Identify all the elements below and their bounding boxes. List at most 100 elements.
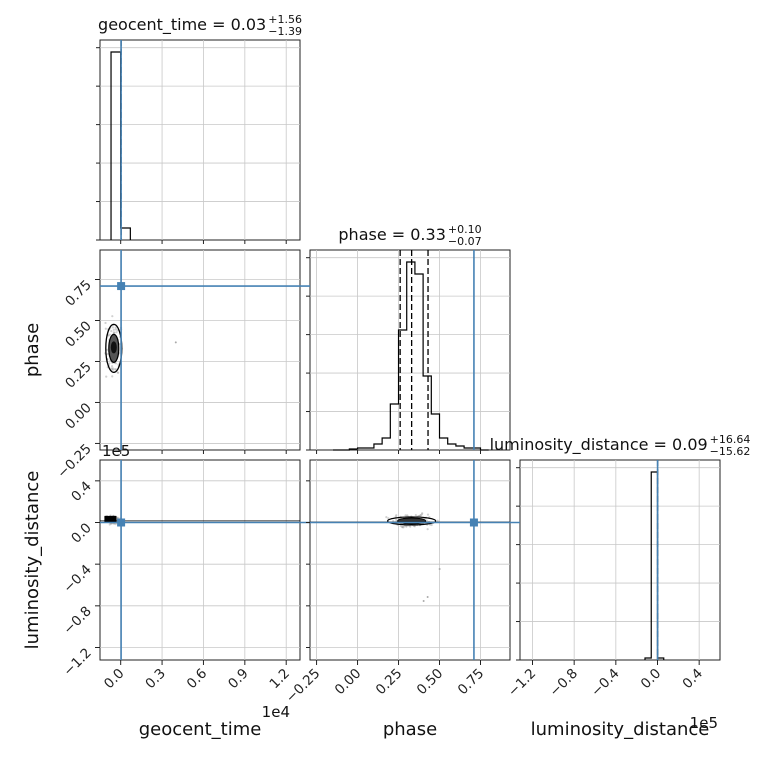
sample-point [117, 516, 120, 519]
sample-point [117, 371, 120, 374]
sample-point [107, 334, 110, 337]
sample-point [108, 523, 111, 526]
sample-point [111, 375, 114, 378]
sample-point [111, 326, 114, 329]
sample-point [422, 599, 425, 602]
sample-point [419, 514, 422, 517]
hist-panel-geocent_time [99, 39, 301, 241]
sample-point [395, 514, 398, 517]
xaxis-label-phase: phase [383, 719, 437, 740]
sample-point [114, 328, 118, 331]
hist-title-luminosity_distance: luminosity_distance = 0.09 +16.64−15.62 [490, 433, 751, 458]
ytick-label-luminosity_distance: 0.4 [68, 478, 95, 505]
sample-point [104, 321, 107, 325]
panel2d-geocent_time-luminosity_distance [99, 459, 301, 661]
xtick-label-luminosity_distance: 0.4 [679, 666, 706, 693]
sample-point [413, 525, 416, 528]
title-param-value: = 0.33 [387, 225, 446, 244]
xtick-label-phase: 0.50 [414, 666, 447, 699]
xtick-label-luminosity_distance: −0.4 [588, 666, 622, 700]
sample-point [404, 514, 407, 517]
ytick-label-luminosity_distance: −0.4 [60, 562, 94, 596]
sample-point [430, 523, 433, 527]
sample-point [438, 567, 441, 570]
ytick-label-phase: 0.25 [62, 359, 95, 392]
sample-point [419, 514, 422, 517]
sample-point [111, 367, 115, 370]
sample-point [115, 331, 118, 334]
yaxis-label-phase: phase [22, 323, 43, 377]
sample-point [436, 519, 439, 522]
hist-title-geocent_time: geocent_time = 0.03 +1.56−1.39 [98, 13, 302, 38]
sample-point [421, 512, 424, 515]
panel2d-geocent_time-phase [99, 249, 301, 451]
ytick-label-luminosity_distance: −0.8 [60, 603, 94, 637]
hist-title-text-geocent_time: geocent_time = 0.03 [98, 15, 266, 35]
sample-point [111, 315, 114, 318]
title-param-name: phase [338, 225, 386, 244]
xtick-label-phase: −0.25 [283, 666, 324, 707]
ytick-label-phase: −0.25 [54, 441, 95, 482]
sample-point [106, 352, 110, 356]
sample-point [114, 362, 118, 365]
sample-point [392, 519, 395, 523]
hist-step-luminosity_distance [644, 471, 665, 660]
xtick-label-geocent_time: 0.0 [101, 666, 128, 693]
sample-point [402, 526, 405, 529]
sample-point [387, 517, 390, 520]
truth-marker-0 [117, 282, 126, 291]
sample-point [394, 515, 397, 518]
sample-point [426, 528, 429, 531]
ytick-label-luminosity_distance: 0.0 [68, 520, 95, 547]
xtick-label-geocent_time: 0.6 [184, 666, 211, 693]
sample-point [105, 375, 108, 378]
xtick-label-phase: 0.00 [332, 666, 365, 699]
sample-point [112, 368, 115, 371]
xtick-label-luminosity_distance: −1.2 [505, 666, 539, 700]
sample-point [425, 519, 428, 522]
xaxis-label-luminosity_distance: luminosity_distance [531, 719, 710, 740]
sample-point [403, 525, 406, 528]
xtick-label-geocent_time: 0.9 [225, 666, 252, 693]
sample-point [385, 516, 388, 519]
title-param-value: = 0.03 [207, 15, 266, 34]
title-plus-err-geocent_time: +1.56 [268, 13, 302, 26]
yaxis-label-luminosity_distance: luminosity_distance [22, 471, 43, 650]
xaxis-offset-geocent_time: 1e4 [262, 703, 290, 721]
sample-point [420, 513, 424, 516]
yaxis-offset-luminosity_distance: 1e5 [102, 442, 130, 460]
sample-point [112, 331, 115, 334]
sample-point [110, 329, 113, 333]
contour-outer [387, 516, 437, 526]
ytick-label-luminosity_distance: −1.2 [60, 645, 94, 679]
xtick-label-phase: 0.75 [455, 666, 488, 699]
sample-point [426, 595, 429, 598]
sample-point [405, 525, 408, 528]
hist-step-phase [332, 261, 489, 451]
sample-point [110, 365, 114, 368]
xtick-label-phase: 0.25 [373, 666, 406, 699]
panel2d-content-0 [104, 315, 177, 378]
xaxis-label-geocent_time: geocent_time [139, 719, 262, 740]
sample-point [406, 514, 409, 517]
sample-point [114, 326, 117, 329]
sample-point [116, 371, 119, 374]
sample-point [401, 525, 404, 529]
sample-point [112, 328, 115, 331]
sample-point [399, 524, 402, 528]
title-plus-err-phase: +0.10 [448, 223, 482, 236]
hist-panel-phase [309, 249, 511, 451]
sample-point [108, 333, 112, 336]
sample-point [106, 348, 109, 351]
hist-title-text-phase: phase = 0.33 [338, 225, 445, 244]
sample-point [401, 525, 404, 528]
sample-point [113, 367, 117, 371]
xtick-label-luminosity_distance: −0.8 [547, 666, 581, 700]
sample-point [113, 331, 116, 334]
sample-point [414, 514, 417, 517]
xtick-label-geocent_time: 0.3 [142, 666, 169, 693]
sample-point [395, 518, 398, 521]
title-param-value: = 0.09 [648, 435, 707, 454]
ytick-label-phase: 0.00 [62, 400, 95, 433]
